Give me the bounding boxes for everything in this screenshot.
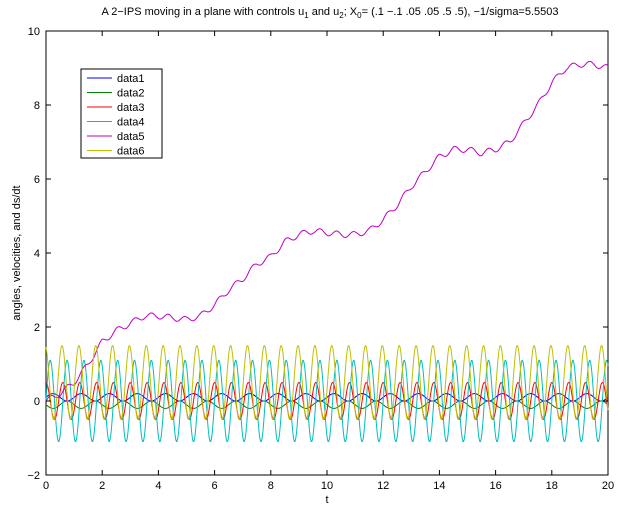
series-line-data5 — [45, 60, 609, 402]
chart-title: A 2−IPS moving in a plane with controls … — [101, 6, 558, 20]
series-line-data6 — [45, 345, 609, 420]
series-layer — [45, 60, 609, 442]
y-tick-label: 10 — [28, 26, 40, 38]
y-tick-label: 4 — [34, 248, 40, 260]
legend-label-data2: data2 — [117, 88, 145, 100]
x-tick-label: 20 — [602, 480, 614, 492]
legend: data1 data2 data3 data4 data5 data6 — [80, 68, 163, 159]
y-axis-label: angles, velocities, and ds/dt — [11, 185, 23, 320]
x-tick-label: 8 — [268, 480, 274, 492]
legend-label-data5: data5 — [117, 131, 145, 143]
y-tick-label: 6 — [34, 174, 40, 186]
x-tick-label: 16 — [489, 480, 501, 492]
y-tick-label: 2 — [34, 322, 40, 334]
x-tick-label: 2 — [99, 480, 105, 492]
y-tick-label: −2 — [27, 470, 40, 482]
x-tick-label: 6 — [212, 480, 218, 492]
x-tick-label: 18 — [546, 480, 558, 492]
legend-label-data1: data1 — [117, 73, 145, 85]
legend-box — [80, 68, 163, 159]
legend-label-data3: data3 — [117, 102, 145, 114]
x-tick-label: 12 — [377, 480, 389, 492]
legend-label-data6: data6 — [117, 146, 145, 158]
x-tick-label: 0 — [43, 480, 49, 492]
y-tick-label: 0 — [34, 396, 40, 408]
x-tick-label: 10 — [321, 480, 333, 492]
y-tick-label: 8 — [34, 100, 40, 112]
x-tick-label: 14 — [433, 480, 445, 492]
x-tick-label: 4 — [155, 480, 161, 492]
x-axis-label: t — [325, 494, 328, 506]
legend-label-data4: data4 — [117, 117, 145, 129]
